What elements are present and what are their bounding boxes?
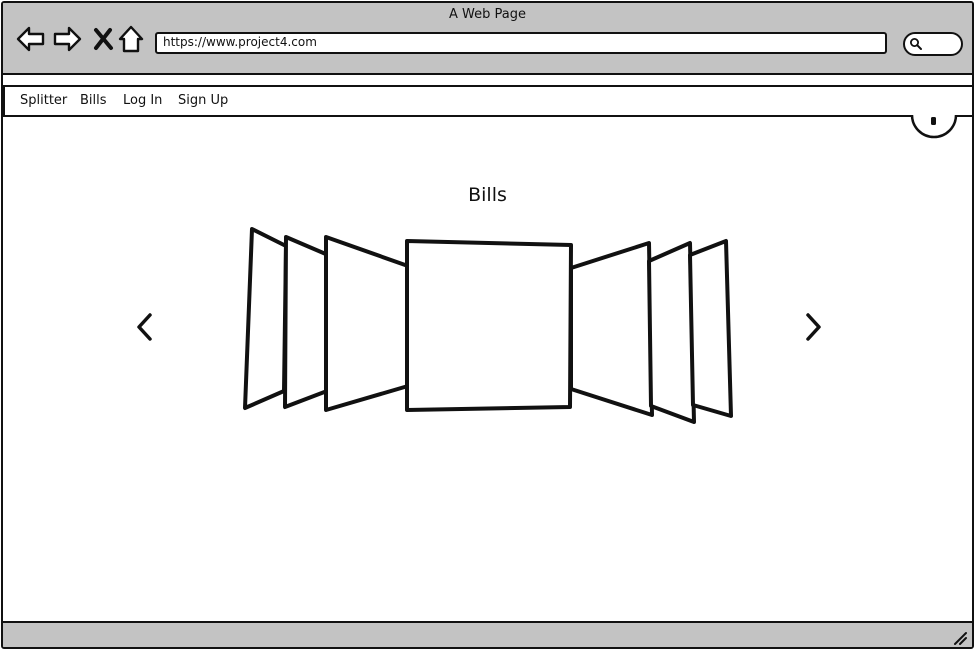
carousel-slide-4[interactable] (405, 239, 573, 412)
url-text: https://www.project4.com (163, 35, 317, 49)
navigation-menu: Splitter Bills Log In Sign Up (3, 85, 972, 117)
chevron-left-icon[interactable] (133, 311, 157, 345)
forward-arrow-icon[interactable] (51, 23, 83, 55)
browser-toolbar: A Web Page https://www.project4.com (3, 3, 972, 75)
menu-item-log-in[interactable]: Log In (123, 93, 163, 108)
close-x-icon[interactable] (87, 23, 119, 55)
menu-item-bills[interactable]: Bills (80, 93, 107, 108)
resize-grip-icon[interactable] (952, 630, 968, 646)
menu-item-sign-up[interactable]: Sign Up (178, 93, 229, 108)
user-circle-icon[interactable] (909, 115, 959, 139)
address-bar[interactable]: https://www.project4.com (155, 32, 887, 54)
home-icon[interactable] (115, 23, 147, 55)
carousel-slide-2[interactable] (283, 235, 330, 409)
carousel-slide-5[interactable] (569, 241, 654, 417)
magnifier-icon (910, 38, 922, 50)
back-arrow-icon[interactable] (15, 23, 47, 55)
status-bar (3, 621, 972, 647)
search-box[interactable] (903, 32, 963, 56)
carousel-slide-3[interactable] (324, 235, 410, 412)
window-title: A Web Page (449, 7, 526, 22)
menu-item-splitter[interactable]: Splitter (20, 93, 68, 108)
carousel-slide-7[interactable] (688, 239, 733, 418)
carousel-slide-1[interactable] (243, 227, 288, 410)
page-title: Bills (468, 184, 507, 206)
carousel-slide-6[interactable] (647, 241, 696, 424)
carousel[interactable] (3, 3, 972, 647)
chevron-right-icon[interactable] (801, 311, 825, 345)
